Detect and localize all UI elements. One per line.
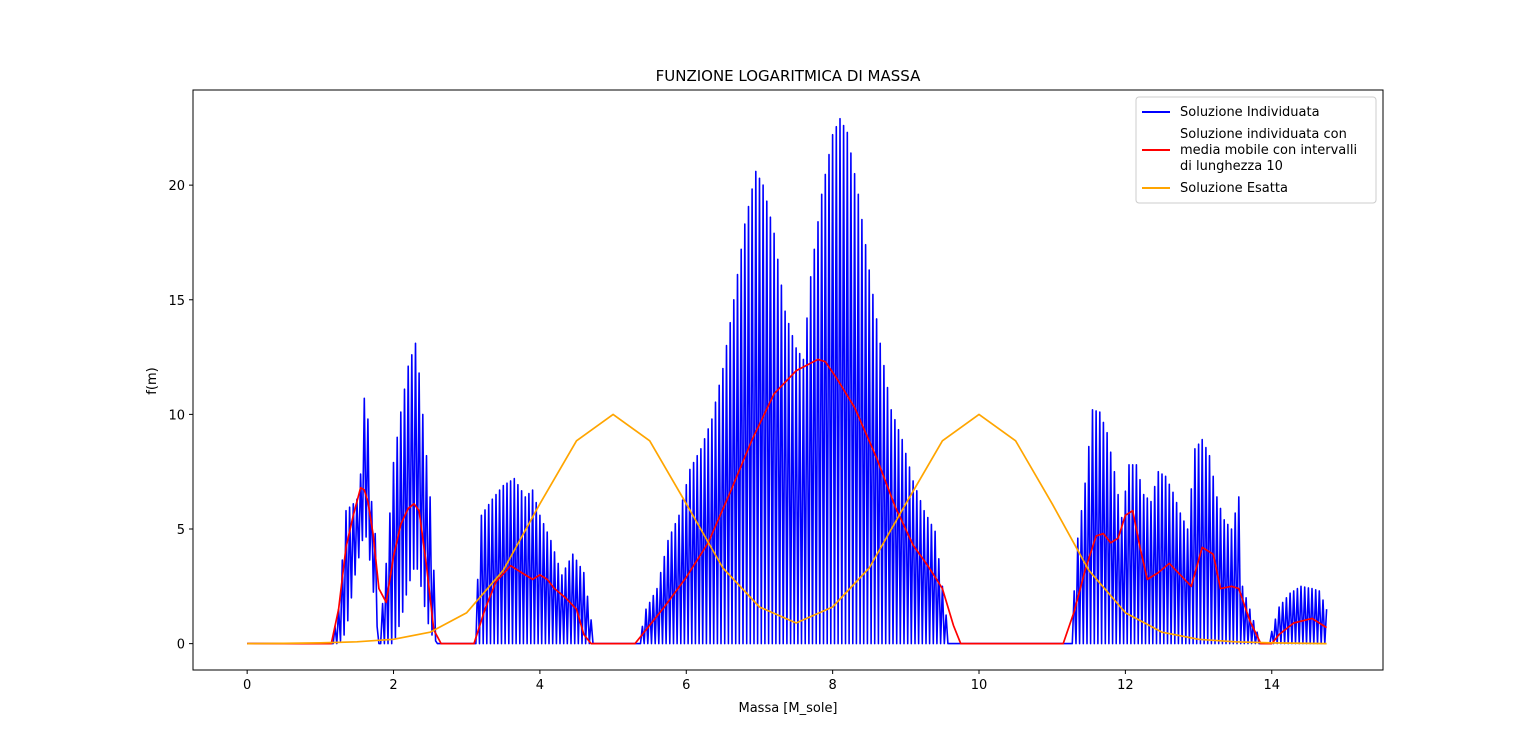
- y-tick-label-2: 10: [168, 408, 185, 423]
- legend-box: [1135, 96, 1377, 204]
- y-tick-label-1: 5: [177, 523, 185, 538]
- x-axis-label: Massa [M_sole]: [738, 701, 837, 716]
- series-esatta: [247, 413, 1327, 645]
- x-tick-label-2: 4: [536, 678, 544, 693]
- x-tick-label-4: 8: [829, 678, 837, 693]
- legend: Soluzione Individuata Soluzione individua…: [1135, 96, 1377, 204]
- y-tick-label-0: 0: [177, 638, 185, 653]
- legend-label-1: Soluzione individuata con media mobile co…: [1180, 127, 1357, 174]
- x-tick-label-3: 6: [682, 678, 690, 693]
- y-axis-label: f(m): [145, 367, 160, 394]
- chart-title: FUNZIONE LOGARITMICA DI MASSA: [656, 67, 921, 85]
- plot-frame: [192, 89, 1384, 671]
- y-axis: 0 5 10 15 20: [168, 179, 193, 653]
- x-tick-label-1: 2: [389, 678, 397, 693]
- x-tick-label-7: 14: [1263, 678, 1280, 693]
- legend-label-2: Soluzione Esatta: [1180, 181, 1288, 196]
- y-tick-label-3: 15: [168, 294, 185, 309]
- x-tick-label-6: 12: [1117, 678, 1134, 693]
- legend-label-0: Soluzione Individuata: [1180, 105, 1320, 120]
- series-layer: [247, 117, 1328, 645]
- series-media-mobile: [247, 358, 1328, 645]
- series-individuata: [247, 117, 1328, 645]
- x-tick-label-0: 0: [243, 678, 251, 693]
- x-axis: 0 2 4 6 8 10 12 14: [243, 670, 1280, 693]
- x-tick-label-5: 10: [971, 678, 988, 693]
- y-tick-label-4: 20: [168, 179, 185, 194]
